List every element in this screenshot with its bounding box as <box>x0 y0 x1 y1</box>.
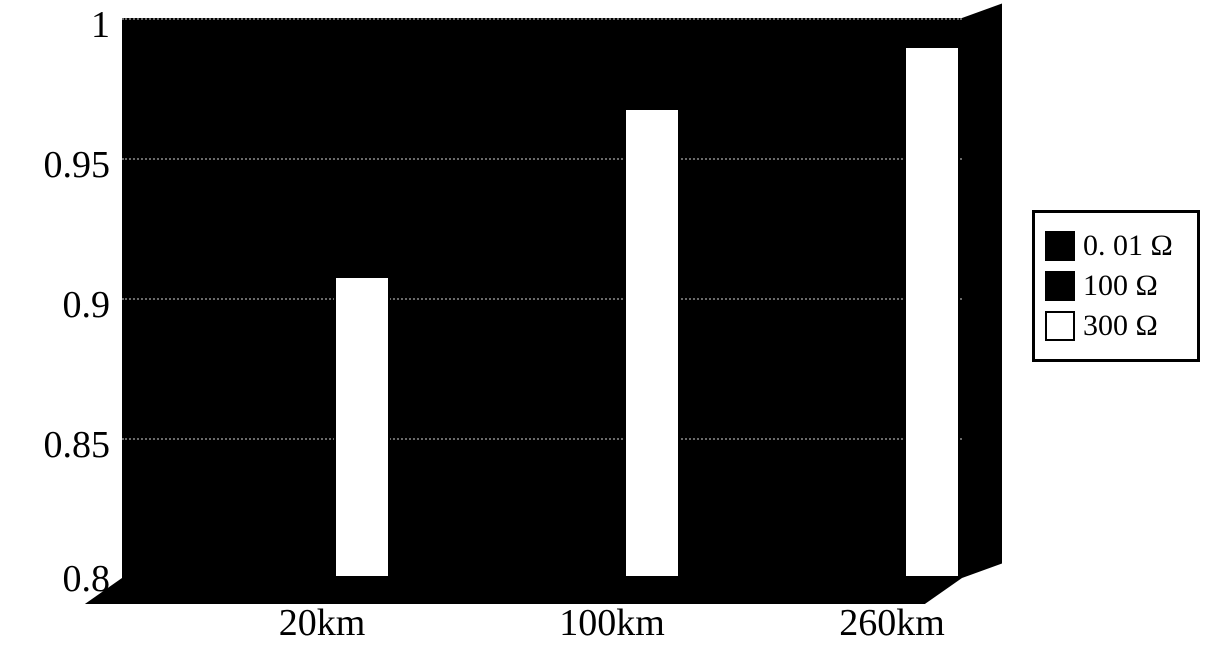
plot-3d-floor <box>85 578 962 604</box>
bar <box>334 276 390 578</box>
legend-label: 300 Ω <box>1083 309 1158 343</box>
legend-swatch <box>1045 271 1075 301</box>
y-tick-label: 0.95 <box>10 146 110 184</box>
legend-swatch <box>1045 311 1075 341</box>
bar <box>624 108 680 578</box>
y-tick-label: 0.9 <box>10 286 110 324</box>
plot-area <box>122 18 962 578</box>
x-tick-label: 20km <box>279 604 366 642</box>
legend-label: 100 Ω <box>1083 269 1158 303</box>
x-tick-label: 100km <box>559 604 665 642</box>
legend-swatch <box>1045 231 1075 261</box>
chart-stage: 1 0.95 0.9 0.85 0.8 20km 100km 260km 0. … <box>0 0 1222 654</box>
y-tick-label: 0.85 <box>10 426 110 464</box>
plot-3d-side <box>962 3 1002 578</box>
x-tick-label: 260km <box>839 604 945 642</box>
legend-label: 0. 01 Ω <box>1083 229 1173 263</box>
y-tick-label: 0.8 <box>10 560 110 598</box>
bars-layer <box>122 18 962 578</box>
legend-item: 0. 01 Ω <box>1045 229 1187 263</box>
y-tick-label: 1 <box>10 6 110 44</box>
legend: 0. 01 Ω 100 Ω 300 Ω <box>1032 210 1200 362</box>
bar <box>904 46 960 578</box>
legend-item: 300 Ω <box>1045 309 1187 343</box>
legend-item: 100 Ω <box>1045 269 1187 303</box>
